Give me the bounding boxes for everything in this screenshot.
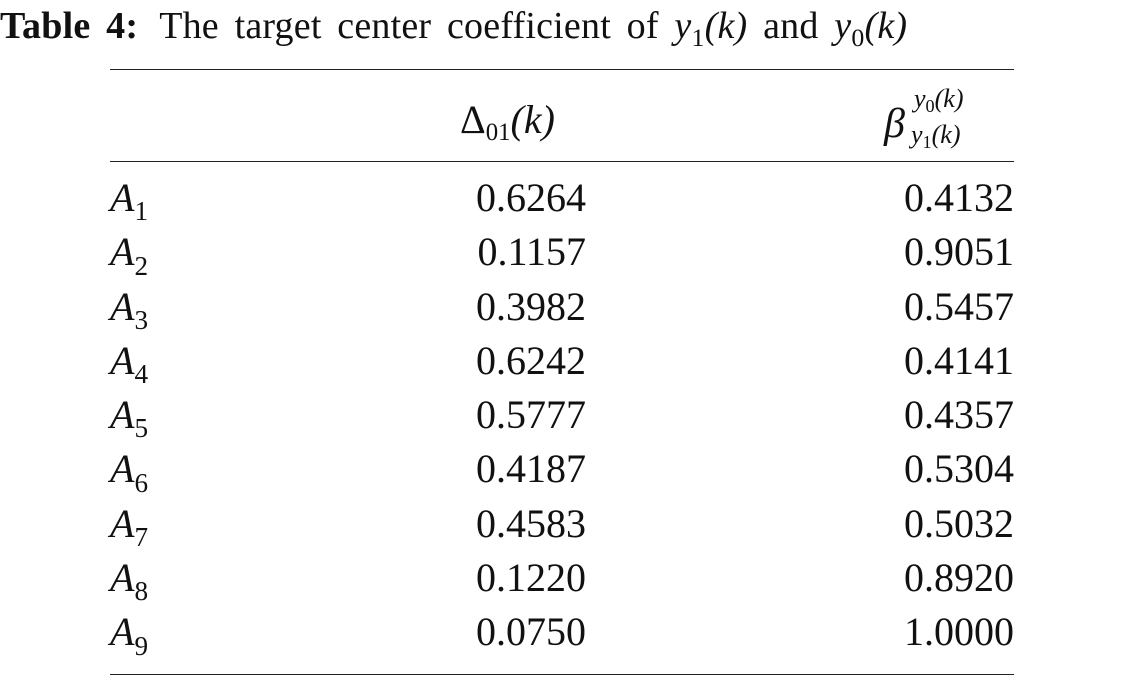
beta-value: 0.4132: [904, 175, 1014, 220]
row-label: A1: [110, 175, 149, 227]
column-header-beta: β y0(k) y1(k): [884, 82, 1014, 160]
table-row: A5 0.5777 0.4357: [110, 392, 1014, 446]
beta-value: 0.9051: [904, 229, 1014, 275]
delta-value: 0.1220: [476, 555, 586, 601]
table-row: A4 0.6242 0.4141: [110, 338, 1014, 392]
row-label: A9: [110, 609, 149, 661]
beta-subscript: y1(k): [911, 120, 961, 153]
table-row: A9 0.0750 1.0000: [110, 609, 1014, 663]
delta-value: 0.4187: [476, 446, 586, 492]
delta-value: 0.4583: [476, 500, 586, 546]
beta-value: 0.5032: [904, 500, 1014, 546]
delta-value: 0.1157: [477, 229, 586, 275]
caption-var-a: y1(k): [674, 5, 748, 53]
row-label: A5: [110, 392, 149, 444]
table-row: A1 0.6264 0.4132: [110, 175, 1014, 229]
row-label: A7: [110, 500, 149, 553]
header-rule: [110, 161, 1014, 162]
table-row: A3 0.3982 0.5457: [110, 284, 1014, 338]
beta-value: 1.0000: [904, 609, 1014, 655]
caption-text: The target center coefficient of: [159, 5, 659, 47]
beta-symbol: β: [884, 101, 905, 147]
beta-superscript: y0(k): [914, 84, 964, 117]
row-label: A8: [110, 555, 149, 607]
beta-value: 0.4357: [904, 392, 1014, 438]
beta-value: 0.4141: [904, 337, 1014, 383]
table-row: A2 0.1157 0.9051: [110, 229, 1014, 283]
delta-value: 0.0750: [476, 609, 586, 655]
caption-var-b: y0(k): [834, 5, 908, 53]
table-caption: Table 4: The target center coefficient o…: [0, 0, 1122, 52]
delta-value: 0.3982: [476, 283, 586, 329]
table-row: A8 0.1220 0.8920: [110, 555, 1014, 609]
row-label: A6: [110, 446, 149, 498]
table-row: A6 0.4187 0.5304: [110, 446, 1014, 500]
delta-value: 0.6264: [476, 175, 586, 220]
delta-value: 0.5777: [476, 392, 586, 438]
delta-value: 0.6242: [476, 337, 586, 383]
row-label: A2: [110, 229, 149, 281]
row-label: A3: [110, 283, 149, 335]
caption-conjunction: and: [763, 5, 819, 47]
caption-label: Table 4:: [0, 5, 139, 47]
beta-value: 0.5304: [904, 446, 1014, 492]
beta-value: 0.5457: [904, 283, 1014, 329]
column-header-delta: Δ01(k): [460, 97, 555, 147]
beta-value: 0.8920: [904, 555, 1014, 601]
row-label: A4: [110, 337, 149, 390]
top-rule: [110, 69, 1014, 70]
table-body: A1 0.6264 0.4132 A2 0.1157 0.9051 A3 0.3982 0.54…: [110, 175, 1014, 664]
table-row: A7 0.4583 0.5032: [110, 501, 1014, 555]
